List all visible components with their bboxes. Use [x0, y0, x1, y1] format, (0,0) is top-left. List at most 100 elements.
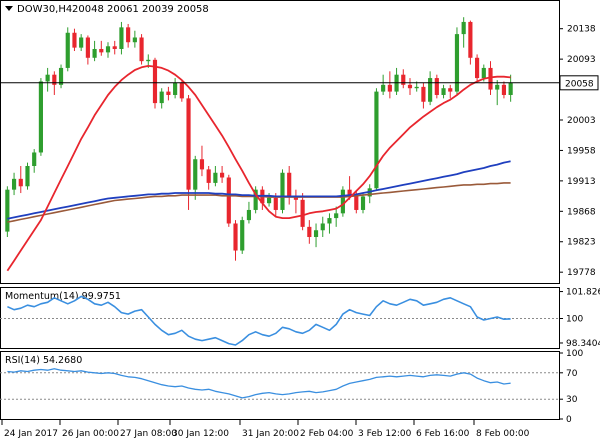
momentum-title: Momentum(14) 99.9751 [5, 291, 121, 302]
candle-body [273, 197, 278, 210]
price-tick-label: 19958 [567, 146, 596, 156]
sma-fast-line [6, 65, 511, 272]
candle-body [300, 199, 305, 227]
candle-body [186, 98, 191, 190]
candle-body [495, 84, 500, 90]
price-axis: 20138 20093 20003 19958 19913 19868 19823 19778 [559, 25, 596, 278]
price-tick-label: 20093 [567, 55, 596, 65]
candle-body [126, 27, 131, 43]
candle-body [481, 67, 486, 79]
candle-body [99, 48, 104, 53]
candle-body [488, 67, 493, 90]
candle-body [246, 209, 252, 221]
current-price-label: 20058 [565, 79, 594, 89]
candle-body [25, 165, 30, 187]
candle-body [112, 46, 117, 49]
candle-body [139, 37, 144, 62]
price-tick-label: 20138 [567, 25, 596, 35]
time-tick-label: 2 Feb 04:00 [300, 429, 354, 439]
candle-body [65, 32, 70, 68]
candle-body [347, 189, 352, 196]
current-price-line: 20058 [0, 75, 599, 91]
candle-body [374, 91, 379, 189]
candle-body [11, 178, 17, 190]
price-tick-label: 19823 [567, 238, 596, 248]
sma-mid-line [7, 160, 511, 220]
candle-body [5, 189, 10, 232]
price-label-box [559, 75, 599, 91]
candle-body [434, 78, 439, 95]
price-tick-label: 19913 [567, 177, 596, 187]
chevron-down-icon[interactable] [5, 6, 13, 11]
candle-body [461, 21, 466, 35]
rsi-layer: 100 70 30 0 [0, 349, 583, 425]
candle-body [381, 84, 386, 92]
candle-body [179, 82, 184, 99]
candle-body [146, 59, 151, 62]
time-tick-label: 31 Jan 20:00 [242, 429, 299, 439]
candle-body [45, 74, 50, 82]
candle-body [280, 172, 285, 210]
candle-body [206, 169, 211, 183]
rsi-tick-label: 30 [566, 395, 578, 405]
time-tick-label: 24 Jan 2017 [4, 429, 58, 439]
candle-body [307, 226, 312, 238]
candle-body [199, 159, 205, 170]
candle-body [213, 172, 218, 183]
candle-body [320, 223, 325, 231]
price-panel[interactable] [0, 0, 560, 284]
candle-body [407, 84, 413, 89]
price-tick-label: 19778 [567, 268, 596, 278]
candle-body [448, 88, 453, 92]
time-tick-label: 8 Feb 00:00 [476, 429, 530, 439]
rsi-title: RSI(14) 54.2680 [5, 355, 82, 366]
candle-body [334, 213, 339, 219]
candle-body [105, 46, 111, 53]
price-tick-label: 20003 [567, 116, 596, 126]
time-tick-label: 26 Jan 00:00 [62, 429, 119, 439]
time-tick-label: 30 Jan 12:00 [172, 429, 229, 439]
candle-body [159, 91, 164, 104]
candle-body [354, 195, 359, 210]
momentum-tick-label: 100 [566, 315, 583, 325]
candle-body [508, 82, 513, 95]
candle-body [387, 84, 392, 92]
candle-body [32, 152, 37, 166]
candle-body [313, 230, 319, 238]
candle-body [92, 48, 97, 58]
time-tick-label: 6 Feb 16:00 [416, 429, 470, 439]
candle-body [340, 189, 345, 214]
candle-body [79, 37, 84, 48]
candle-body [52, 74, 57, 85]
rsi-line [7, 368, 511, 399]
ohlc-values: 20048 20061 20039 20058 [72, 4, 209, 15]
candle-body [85, 37, 90, 58]
candle-body [421, 86, 426, 102]
rsi-tick-label: 0 [566, 415, 572, 425]
momentum-line [7, 295, 511, 346]
candle-body [327, 218, 332, 224]
candle-body [475, 57, 480, 79]
candle-body [220, 172, 225, 178]
candle-body [428, 78, 433, 102]
momentum-tick-label: 98.3404 [566, 339, 600, 349]
candle-body [414, 86, 419, 89]
momentum-tick-label: 101.8262 [566, 288, 600, 298]
candle-body [58, 67, 64, 85]
candle-body [166, 91, 171, 95]
candle-body [72, 32, 77, 48]
time-tick-label: 27 Jan 08:00 [120, 429, 177, 439]
moving-averages-layer [6, 65, 511, 272]
price-tick-label: 19868 [567, 207, 596, 217]
symbol-label: DOW30,H4 [17, 4, 72, 15]
candle-body [226, 177, 231, 224]
candle-body [233, 223, 238, 251]
candle-body [173, 82, 178, 95]
candle-body [360, 196, 366, 210]
candle-body [119, 27, 124, 49]
rsi-panel[interactable] [0, 351, 560, 420]
candle-body [266, 197, 272, 204]
candle-body [293, 196, 298, 200]
